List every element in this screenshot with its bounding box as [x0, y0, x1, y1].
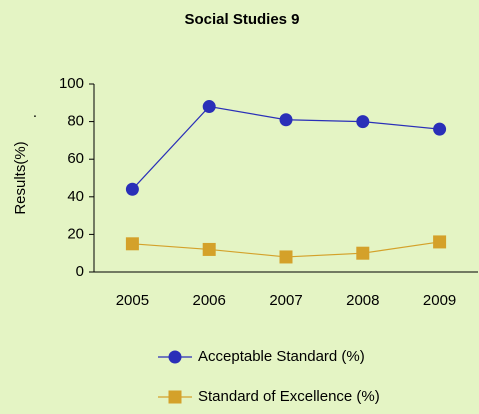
y-tick-label: 40 — [67, 188, 84, 205]
legend-marker — [168, 350, 182, 364]
data-point — [202, 100, 216, 114]
y-tick-label: 20 — [67, 225, 84, 242]
legend-label: Standard of Excellence (%) — [198, 388, 380, 405]
legend-label: Acceptable Standard (%) — [198, 348, 365, 365]
data-point — [279, 113, 293, 127]
x-tick-label: 2008 — [346, 292, 379, 309]
data-point — [125, 182, 139, 196]
y-tick-label: 0 — [76, 263, 84, 280]
x-tick-label: 2005 — [116, 292, 149, 309]
data-point — [433, 235, 447, 249]
annotation: . — [33, 104, 37, 121]
chart-title: Social Studies 9 — [184, 11, 299, 28]
y-tick-label: 80 — [67, 113, 84, 130]
y-tick-label: 100 — [59, 75, 84, 92]
data-point — [356, 246, 370, 260]
data-point — [279, 250, 293, 264]
y-tick-label: 60 — [67, 150, 84, 167]
data-point — [356, 115, 370, 129]
data-point — [125, 237, 139, 251]
x-tick-label: 2009 — [423, 292, 456, 309]
x-tick-label: 2007 — [269, 292, 302, 309]
x-tick-label: 2006 — [193, 292, 226, 309]
data-point — [202, 242, 216, 256]
data-point — [433, 122, 447, 136]
y-axis-label: Results(%) — [12, 141, 29, 214]
legend-marker — [168, 390, 182, 404]
